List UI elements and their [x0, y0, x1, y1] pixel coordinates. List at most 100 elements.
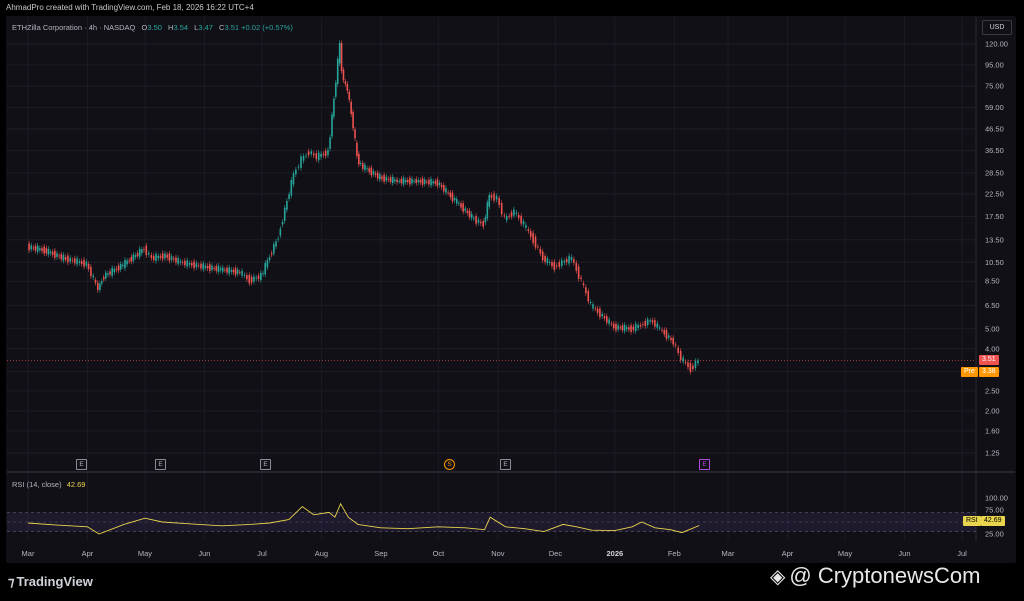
price-candle — [78, 261, 81, 263]
price-candle — [370, 167, 373, 176]
price-candle — [603, 316, 606, 319]
currency-button[interactable]: USD — [982, 20, 1012, 35]
price-candle — [687, 362, 689, 368]
price-candle — [651, 320, 654, 323]
price-candle — [99, 283, 101, 291]
time-tick-label: Mar — [22, 549, 35, 558]
price-candle — [623, 324, 626, 332]
price-candle — [279, 228, 282, 236]
price-candle — [87, 264, 90, 270]
earnings-event-icon[interactable]: E — [500, 459, 511, 470]
earnings-event-icon[interactable]: E — [76, 459, 87, 470]
price-candle — [615, 323, 617, 331]
price-candle — [292, 173, 295, 185]
price-candle — [257, 275, 260, 280]
price-candle — [69, 257, 71, 262]
price-candle — [206, 265, 209, 269]
symbol-name[interactable]: ETHZilla Corporation · 4h · NASDAQ — [12, 23, 136, 32]
watermark-text: @ CryptonewsCom — [789, 563, 981, 588]
price-candle — [340, 42, 343, 71]
time-tick-label: Jul — [957, 549, 967, 558]
price-candle — [350, 101, 352, 114]
price-candle — [344, 81, 347, 84]
price-candle — [612, 323, 615, 329]
price-candle — [537, 246, 539, 248]
price-candle — [202, 263, 205, 270]
rsi-label[interactable]: RSI (14, close) — [12, 480, 62, 489]
price-candle — [692, 365, 694, 370]
price-candle — [628, 327, 630, 330]
upcoming-earnings-icon[interactable]: E — [699, 459, 710, 470]
price-candle — [354, 129, 356, 139]
price-candle — [315, 153, 318, 160]
price-candle — [348, 91, 351, 100]
rsi-tick-label: 25.00 — [985, 530, 1004, 539]
time-tick-label: Feb — [668, 549, 681, 558]
change-value: +0.02 (+0.57%) — [241, 23, 293, 32]
price-candle — [434, 181, 437, 184]
price-candle — [486, 202, 489, 219]
price-candle — [62, 254, 65, 261]
price-candle — [329, 137, 331, 149]
close-label: C — [219, 23, 225, 32]
price-candle — [184, 260, 186, 266]
price-candle — [455, 199, 458, 204]
price-candle — [539, 248, 542, 254]
price-candle — [589, 301, 592, 303]
price-candle — [430, 178, 432, 186]
price-candle — [219, 268, 222, 271]
price-candle — [152, 256, 155, 260]
price-candle — [619, 327, 622, 329]
price-tick-label: 5.00 — [985, 324, 1000, 333]
price-candle — [493, 193, 495, 201]
price-candle — [248, 275, 251, 284]
price-candle — [342, 69, 345, 81]
price-candle — [525, 225, 527, 228]
time-tick-label: May — [838, 549, 852, 558]
price-candle — [558, 262, 561, 267]
price-candle — [394, 179, 396, 182]
earnings-event-icon[interactable]: E — [260, 459, 271, 470]
price-candle — [290, 179, 293, 196]
price-tick-label: 59.00 — [985, 103, 1004, 112]
price-candle — [51, 251, 54, 255]
price-candle — [228, 267, 230, 274]
price-candle — [312, 153, 315, 156]
split-event-icon[interactable]: S — [444, 459, 455, 470]
pre-market-price-tag: 3.38 — [979, 367, 999, 377]
price-candle — [411, 178, 413, 184]
price-candle — [404, 179, 407, 183]
price-candle — [145, 245, 148, 256]
price-candle — [45, 248, 48, 254]
price-candle — [300, 156, 302, 168]
price-candle — [472, 218, 475, 219]
price-candle — [500, 202, 503, 215]
rsi-value-tag: 42.69 — [981, 516, 1005, 526]
price-candle — [138, 248, 141, 257]
price-candle — [264, 262, 267, 275]
price-candle — [193, 261, 195, 269]
price-candle — [58, 255, 60, 257]
price-candle — [426, 181, 428, 183]
open-label: O — [141, 23, 148, 32]
price-candle — [592, 304, 594, 309]
price-candle — [374, 173, 377, 175]
price-candle — [610, 323, 613, 325]
price-tick-label: 2.00 — [985, 406, 1000, 415]
price-candle — [428, 179, 430, 185]
close-value: 3.51 — [224, 23, 240, 32]
price-candle — [366, 168, 368, 170]
price-candle — [381, 176, 383, 180]
price-candle — [419, 180, 422, 183]
price-candle — [684, 361, 687, 363]
earnings-event-icon[interactable]: E — [155, 459, 166, 470]
price-candle — [665, 330, 668, 339]
time-tick-label: Apr — [82, 549, 94, 558]
price-candle — [490, 194, 493, 198]
price-candle — [417, 180, 420, 183]
price-candle — [568, 255, 570, 264]
price-candle — [582, 283, 585, 286]
time-tick-label: Jun — [898, 549, 910, 558]
price-candle — [215, 266, 218, 271]
